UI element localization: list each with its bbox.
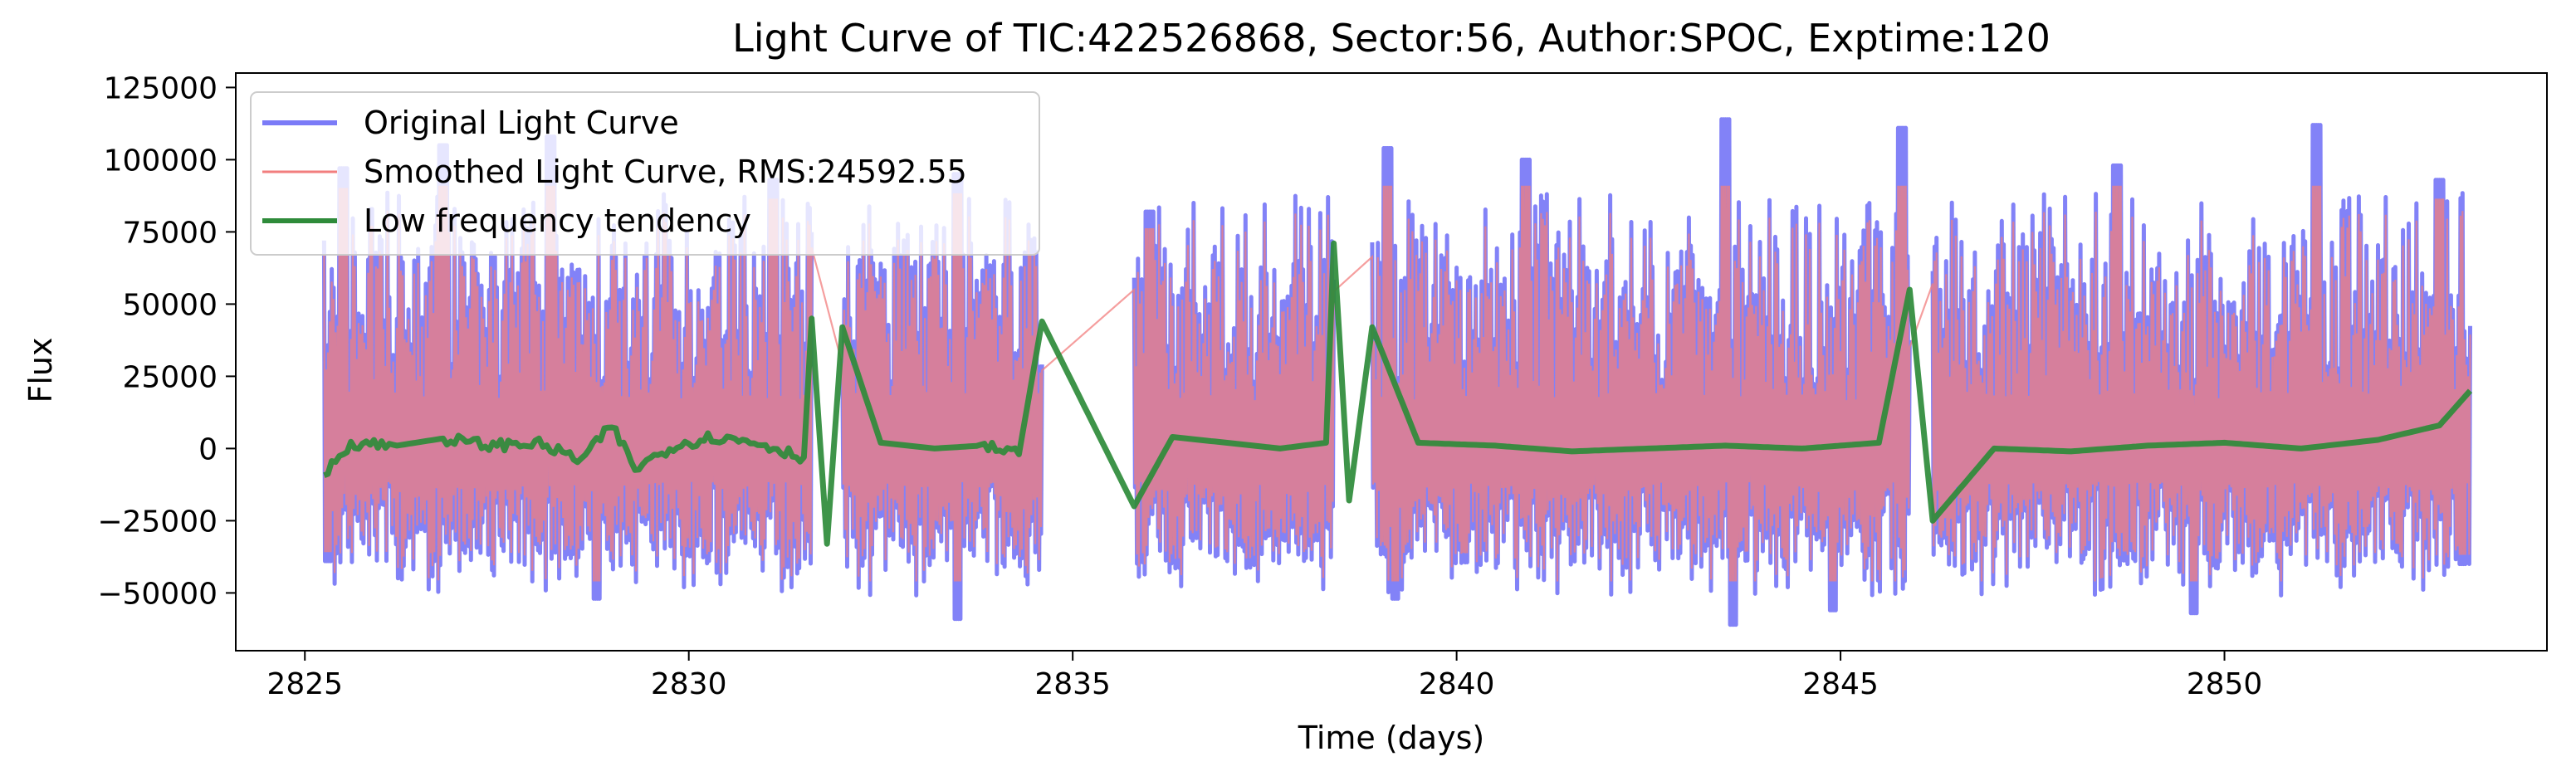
y-axis-label: Flux [22,338,59,403]
low-frequency-tendency-line [323,240,2473,547]
x-tick-label: 2835 [1034,667,1111,701]
smoothed-light-curve-line [323,185,2471,582]
plot-frame [235,72,2548,652]
legend: Original Light Curve Smoothed Light Curv… [250,91,1040,256]
y-tick-label: −50000 [97,577,218,611]
x-axis-label: Time (days) [1298,720,1484,756]
y-tick-label: 50000 [122,288,218,322]
x-tick-label: 2830 [651,667,727,701]
y-axis: −50000 −25000 0 25000 50000 75000 100000 125000 [97,71,236,611]
y-tick-label: 100000 [104,144,218,178]
y-tick-label: 25000 [122,360,218,394]
x-tick-label: 2850 [2187,667,2263,701]
y-tick-label: 125000 [104,71,218,105]
chart-title: Light Curve of TIC:422526868, Sector:56,… [732,16,2051,61]
y-tick-label: 0 [198,432,218,466]
x-tick-label: 2845 [1802,667,1879,701]
x-tick-label: 2825 [266,667,343,701]
y-tick-label: 75000 [122,216,218,250]
x-tick-label: 2840 [1419,667,1495,701]
legend-label-trend: Low frequency tendency [364,203,751,239]
plot-area [321,117,2473,627]
series-smoothed-light-curve [323,185,2471,582]
series-original-light-curve [321,117,2472,627]
original-light-curve-line [321,117,2472,627]
series-low-frequency-tendency [323,240,2473,547]
y-tick-label: −25000 [97,505,218,539]
legend-frame [250,91,1040,256]
x-axis: 2825 2830 2835 2840 2845 2850 [266,651,2262,701]
legend-label-smoothed: Smoothed Light Curve, RMS:24592.55 [364,154,967,190]
legend-label-original: Original Light Curve [364,105,679,141]
